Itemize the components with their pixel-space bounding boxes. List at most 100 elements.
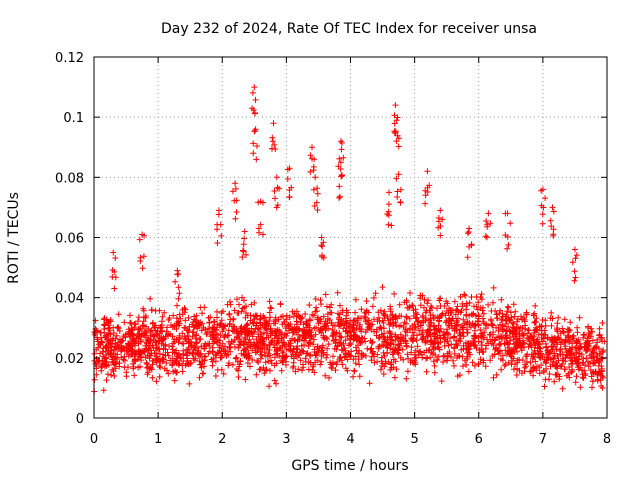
data-point [424,333,431,340]
data-point [395,344,402,351]
data-point [361,335,368,342]
data-point [171,377,178,384]
data-point [467,324,474,331]
data-point [276,352,283,359]
data-point [253,156,260,163]
data-point [271,327,278,334]
data-point [290,364,296,371]
data-point [238,350,245,357]
data-point [184,357,191,364]
data-point [268,338,275,345]
data-point [536,370,543,377]
data-point [337,302,343,309]
data-point [239,254,246,261]
data-point [394,194,401,200]
data-point [328,361,335,368]
data-point [426,327,433,334]
data-point [424,300,431,307]
data-point [153,331,160,338]
data-point [244,360,251,366]
data-point [255,344,262,351]
data-point [530,372,537,379]
data-point [284,330,290,337]
x-tick-label: 5 [410,432,418,447]
data-point [211,338,218,345]
data-point [444,326,450,333]
data-point [169,323,176,330]
data-point [259,335,266,342]
data-point [516,328,523,335]
data-point [236,301,242,308]
data-point [234,310,241,316]
data-point [156,337,163,344]
data-point [281,340,288,346]
data-point [502,320,509,327]
data-point [136,236,143,243]
data-point [484,223,491,230]
data-point [176,334,183,341]
data-point [336,316,342,323]
data-point [123,369,130,376]
data-point [341,345,348,352]
data-point [385,317,392,324]
data-point [191,357,198,363]
data-point [357,340,364,346]
data-point [556,376,563,383]
data-point [514,318,520,325]
data-point [173,315,180,322]
data-point [231,328,237,335]
data-point [496,333,502,340]
data-point [310,186,317,193]
data-point [337,353,344,360]
data-point [388,333,395,340]
data-point [279,321,286,328]
data-point [203,331,210,338]
data-point [136,334,142,340]
data-point [436,218,442,225]
data-point [495,327,502,334]
data-point [311,349,318,355]
data-point [210,318,217,325]
data-point [253,371,260,378]
data-point [478,291,485,298]
data-point [543,357,550,364]
data-point [554,326,560,333]
data-point [253,336,260,343]
data-point [214,226,220,233]
data-point [305,343,312,350]
data-point [509,357,516,364]
data-point [217,321,223,328]
data-point [381,363,388,370]
data-point [203,342,210,349]
data-point [410,313,417,319]
data-point [145,347,152,354]
data-point [392,358,399,365]
data-point [307,168,314,175]
data-point [279,348,286,354]
data-point [457,326,464,333]
data-point [231,343,238,350]
data-point [424,338,430,345]
data-point [149,320,156,327]
data-point [581,331,588,338]
data-point [247,340,254,346]
data-point [97,341,104,348]
data-point [212,351,219,358]
data-point [242,325,249,332]
data-point [149,374,156,381]
data-point [159,356,166,363]
data-point [232,355,239,362]
data-point [365,317,371,324]
data-point [371,359,378,366]
data-point [573,350,580,357]
data-point [111,285,118,292]
data-point [574,339,581,346]
data-point [510,336,517,343]
data-point [421,304,427,311]
data-point [257,315,264,322]
data-point [392,331,399,338]
data-point [527,359,534,366]
data-point [256,338,263,345]
data-point [312,352,319,359]
data-point [395,341,402,348]
